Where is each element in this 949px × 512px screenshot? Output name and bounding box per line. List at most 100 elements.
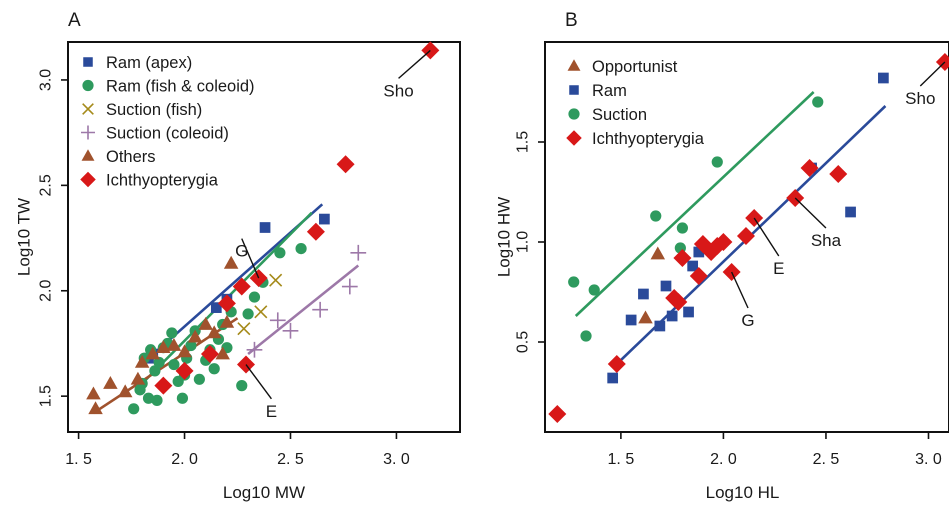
data-point [118, 384, 132, 397]
data-point [845, 207, 856, 218]
legend-marker [82, 80, 93, 91]
data-point [238, 323, 250, 335]
y-axis-title: Log10 TW [15, 198, 34, 276]
data-point [209, 363, 220, 374]
annotation-label: E [266, 402, 277, 421]
x-tick-label: 2. 0 [710, 451, 737, 468]
data-point [626, 315, 637, 326]
panel-label: B [565, 10, 578, 31]
data-point [812, 96, 823, 107]
data-point [829, 165, 847, 183]
data-point [312, 302, 328, 318]
data-point [154, 377, 172, 395]
data-point [166, 327, 177, 338]
annotation-label: G [741, 311, 754, 330]
data-point [638, 310, 652, 323]
data-point [737, 227, 755, 245]
data-point [319, 214, 330, 225]
legend-label: Ichthyopterygia [592, 130, 705, 148]
legend-marker [80, 172, 96, 188]
x-tick-label: 2. 5 [277, 451, 304, 468]
data-point [243, 308, 254, 319]
legend-label: Ram (apex) [106, 54, 192, 72]
data-point [337, 155, 355, 173]
data-point [651, 246, 665, 259]
data-point [103, 376, 117, 389]
data-point [128, 403, 139, 414]
data-point [274, 247, 285, 258]
data-point [270, 274, 282, 286]
legend-label: Others [106, 148, 156, 166]
y-tick-label: 1.5 [515, 131, 532, 153]
data-point [86, 386, 100, 399]
data-point [650, 210, 661, 221]
legend-marker [566, 130, 582, 146]
data-point [295, 243, 306, 254]
data-point [568, 276, 579, 287]
annotation-leader [754, 218, 779, 256]
legend-label: Suction [592, 106, 647, 124]
x-tick-label: 3. 0 [383, 451, 410, 468]
legend-label: Ichthyopterygia [106, 172, 219, 190]
legend-label: Opportunist [592, 58, 678, 76]
data-point [661, 281, 672, 292]
legend-marker [83, 104, 94, 115]
data-point [548, 405, 566, 423]
series-ram [607, 73, 888, 384]
x-tick-label: 2. 0 [171, 451, 198, 468]
annotation-leader [920, 62, 945, 86]
data-point [683, 307, 694, 318]
data-point [177, 393, 188, 404]
legend-label: Suction (coleoid) [106, 125, 229, 143]
x-axis-title: Log10 MW [223, 483, 305, 502]
x-tick-label: 1. 5 [608, 451, 635, 468]
x-tick-label: 3. 0 [915, 451, 942, 468]
annotation-label: Sha [811, 231, 842, 250]
data-point [589, 284, 600, 295]
panel-label: A [68, 10, 81, 31]
annotation-label: Sho [905, 89, 935, 108]
legend-marker [568, 59, 581, 70]
annotation-label: G [235, 242, 248, 261]
data-point [342, 279, 358, 295]
y-tick-label: 2.5 [38, 174, 55, 196]
legend-label: Ram (fish & coleoid) [106, 78, 255, 96]
data-point [168, 359, 179, 370]
data-point [236, 380, 247, 391]
legend-marker [83, 57, 93, 67]
data-point [638, 289, 649, 300]
y-tick-label: 2.0 [38, 280, 55, 302]
data-point [194, 374, 205, 385]
regression-line [576, 92, 814, 316]
legend-marker [81, 126, 95, 140]
annotation-leader [246, 365, 271, 399]
legend-marker [568, 108, 579, 119]
annotation-leader [732, 272, 748, 308]
data-point [878, 73, 889, 84]
y-tick-label: 3.0 [38, 69, 55, 91]
y-tick-label: 0.5 [515, 331, 532, 353]
data-point [677, 222, 688, 233]
annotation-leader [399, 50, 431, 78]
annotation-label: E [773, 259, 784, 278]
legend: Ram (apex) Ram (fish & coleoid) Suction (f… [80, 54, 254, 190]
legend-label: Suction (fish) [106, 101, 202, 119]
y-tick-label: 1.5 [38, 385, 55, 407]
legend-marker [82, 149, 95, 160]
annotation-label: Sho [383, 81, 413, 100]
x-tick-label: 1. 5 [65, 451, 92, 468]
data-point [249, 291, 260, 302]
x-tick-label: 2. 5 [813, 451, 840, 468]
data-point [307, 223, 325, 241]
data-point [667, 311, 678, 322]
annotation-leader [795, 198, 826, 228]
data-point [607, 373, 618, 384]
x-axis-title: Log10 HL [706, 483, 780, 502]
data-point [255, 306, 267, 318]
y-tick-label: 1.0 [515, 231, 532, 253]
data-point [654, 321, 665, 332]
